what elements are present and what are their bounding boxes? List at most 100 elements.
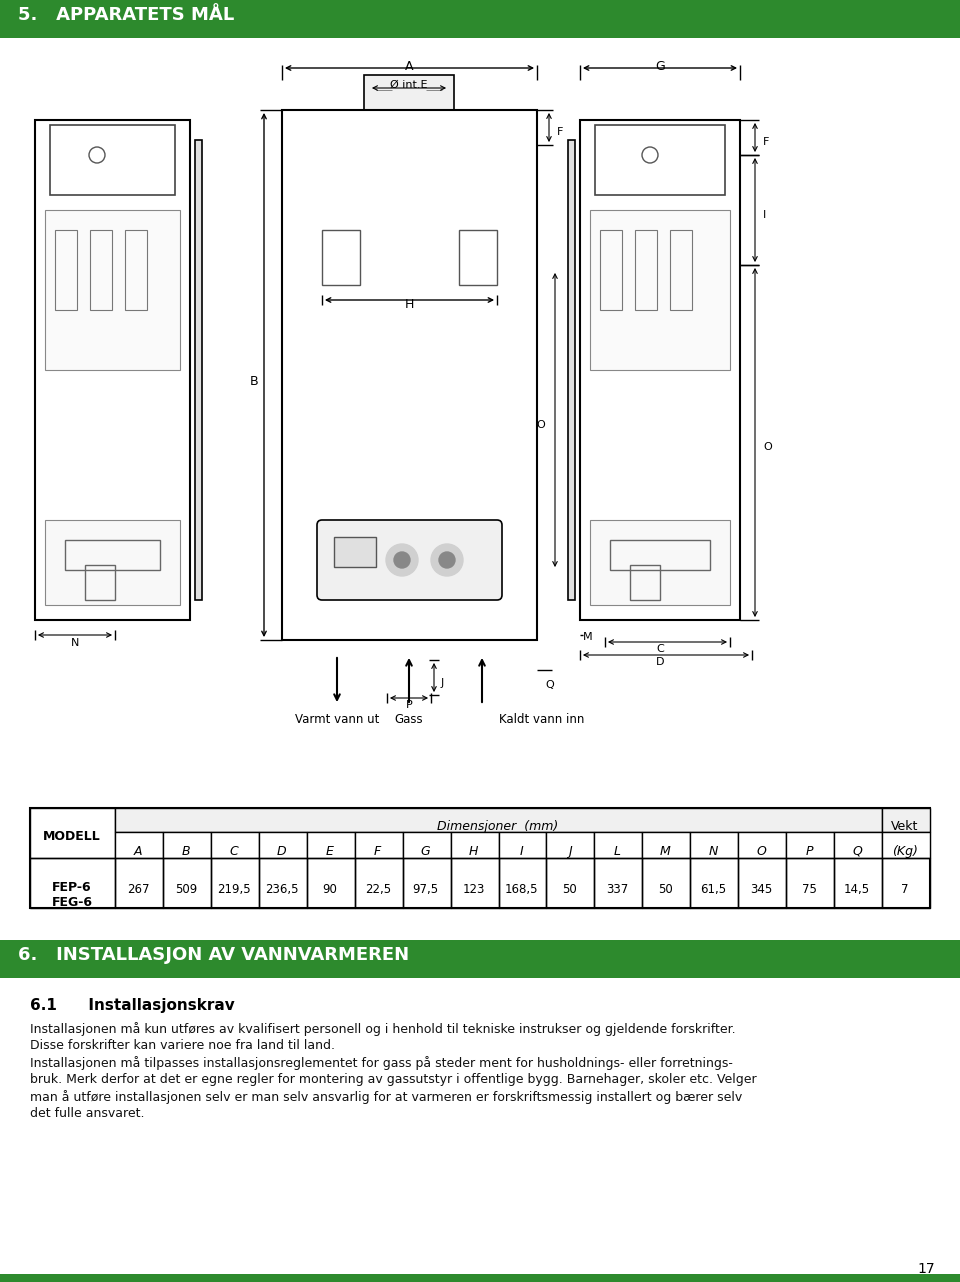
Text: M: M bbox=[660, 845, 671, 858]
Bar bbox=[307, 858, 354, 908]
Bar bbox=[450, 832, 498, 858]
Bar bbox=[642, 832, 690, 858]
Bar bbox=[635, 229, 657, 310]
Bar bbox=[282, 110, 537, 640]
Text: A: A bbox=[133, 845, 142, 858]
Bar bbox=[402, 832, 450, 858]
Text: E: E bbox=[325, 845, 334, 858]
Text: 337: 337 bbox=[607, 883, 629, 896]
Text: C: C bbox=[229, 845, 238, 858]
Text: Ø int.E: Ø int.E bbox=[391, 79, 428, 90]
Text: 123: 123 bbox=[463, 883, 485, 896]
Bar bbox=[600, 229, 622, 310]
Text: 50: 50 bbox=[658, 883, 673, 896]
Text: Varmt vann ut: Varmt vann ut bbox=[295, 713, 379, 726]
Text: FEP-6
FEG-6: FEP-6 FEG-6 bbox=[52, 881, 92, 909]
Text: 61,5: 61,5 bbox=[700, 883, 727, 896]
Bar bbox=[322, 229, 360, 285]
Text: F: F bbox=[374, 845, 381, 858]
Text: P: P bbox=[406, 700, 413, 710]
Text: A: A bbox=[405, 60, 413, 73]
Text: J: J bbox=[441, 678, 444, 688]
Text: D: D bbox=[656, 656, 664, 667]
FancyBboxPatch shape bbox=[317, 520, 502, 600]
Text: Kaldt vann inn: Kaldt vann inn bbox=[499, 713, 585, 726]
Bar bbox=[786, 858, 834, 908]
Bar bbox=[354, 832, 402, 858]
Text: det fulle ansvaret.: det fulle ansvaret. bbox=[30, 1106, 145, 1120]
Bar bbox=[0, 1274, 960, 1282]
Text: 219,5: 219,5 bbox=[217, 883, 251, 896]
Text: 6.   INSTALLASJON AV VANNVARMEREN: 6. INSTALLASJON AV VANNVARMEREN bbox=[18, 946, 409, 964]
Bar bbox=[594, 832, 642, 858]
Bar bbox=[568, 140, 575, 600]
Text: 236,5: 236,5 bbox=[265, 883, 299, 896]
Bar bbox=[450, 858, 498, 908]
Text: 14,5: 14,5 bbox=[844, 883, 870, 896]
Text: F: F bbox=[763, 137, 769, 147]
Bar bbox=[498, 858, 546, 908]
Text: D: D bbox=[277, 845, 287, 858]
Bar bbox=[211, 832, 259, 858]
Text: 97,5: 97,5 bbox=[413, 883, 439, 896]
Circle shape bbox=[386, 544, 418, 576]
Bar bbox=[882, 832, 930, 858]
Text: I: I bbox=[763, 210, 766, 221]
Bar bbox=[594, 858, 642, 908]
Bar bbox=[55, 229, 77, 310]
Bar bbox=[690, 832, 738, 858]
Bar bbox=[786, 832, 834, 858]
Bar bbox=[0, 0, 960, 38]
Text: Gass: Gass bbox=[395, 713, 423, 726]
Bar bbox=[45, 520, 180, 605]
Bar bbox=[690, 858, 738, 908]
Bar bbox=[259, 858, 307, 908]
Bar bbox=[498, 832, 546, 858]
Text: F: F bbox=[557, 127, 564, 137]
Bar bbox=[459, 229, 497, 285]
Text: 90: 90 bbox=[323, 883, 337, 896]
Bar bbox=[65, 540, 160, 570]
Bar bbox=[642, 858, 690, 908]
Bar bbox=[590, 210, 730, 370]
Text: J: J bbox=[567, 845, 571, 858]
Text: B: B bbox=[181, 845, 190, 858]
Text: 75: 75 bbox=[802, 883, 817, 896]
Bar bbox=[0, 940, 960, 978]
Text: 509: 509 bbox=[175, 883, 197, 896]
Bar bbox=[115, 858, 163, 908]
Text: G: G bbox=[655, 60, 665, 73]
Text: Installasjonen må tilpasses installasjonsreglementet for gass på steder ment for: Installasjonen må tilpasses installasjon… bbox=[30, 1056, 732, 1070]
Text: 5.   APPARATETS MÅL: 5. APPARATETS MÅL bbox=[18, 6, 234, 24]
Bar bbox=[354, 858, 402, 908]
Bar bbox=[115, 808, 882, 832]
Bar bbox=[364, 76, 454, 110]
Text: Vekt: Vekt bbox=[892, 820, 919, 833]
Text: MODELL: MODELL bbox=[43, 829, 101, 844]
Bar bbox=[738, 832, 786, 858]
Bar bbox=[834, 858, 882, 908]
Bar bbox=[738, 858, 786, 908]
Bar bbox=[163, 832, 211, 858]
Text: Disse forskrifter kan variere noe fra land til land.: Disse forskrifter kan variere noe fra la… bbox=[30, 1038, 335, 1053]
Bar bbox=[30, 808, 115, 858]
Bar bbox=[595, 126, 725, 195]
Bar bbox=[590, 520, 730, 605]
Text: (Kg): (Kg) bbox=[892, 845, 918, 858]
Text: N: N bbox=[71, 638, 79, 647]
Text: M: M bbox=[583, 632, 592, 642]
Text: Q: Q bbox=[545, 679, 554, 690]
Text: 267: 267 bbox=[127, 883, 149, 896]
Bar bbox=[402, 858, 450, 908]
Text: O: O bbox=[537, 420, 545, 429]
Bar bbox=[546, 832, 594, 858]
Text: O: O bbox=[763, 442, 772, 453]
Bar bbox=[259, 832, 307, 858]
Text: C: C bbox=[656, 644, 664, 654]
Text: bruk. Merk derfor at det er egne regler for montering av gassutstyr i offentlige: bruk. Merk derfor at det er egne regler … bbox=[30, 1073, 756, 1086]
Text: man å utføre installasjonen selv er man selv ansvarlig for at varmeren er forskr: man å utføre installasjonen selv er man … bbox=[30, 1090, 742, 1104]
Bar bbox=[0, 38, 960, 753]
Circle shape bbox=[394, 553, 410, 568]
Bar bbox=[546, 858, 594, 908]
Bar bbox=[882, 808, 930, 832]
